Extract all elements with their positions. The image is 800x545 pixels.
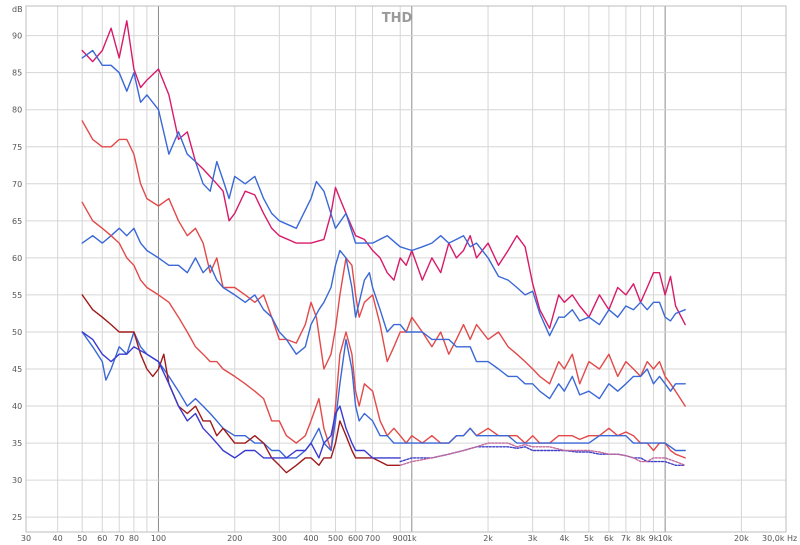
series-line-8 <box>81 331 401 459</box>
x-tick-label: 9k <box>649 534 659 543</box>
x-tick-label: 7k <box>621 534 631 543</box>
x-tick-label: 700 <box>365 534 380 543</box>
x-tick-label: 40 <box>53 534 63 543</box>
chart-title: THD <box>382 11 413 26</box>
x-tick-label: 400 <box>303 534 318 543</box>
x-tick-label: 30,0k Hz <box>762 534 797 543</box>
x-tick-label: 60 <box>97 534 107 543</box>
y-tick-label: 80 <box>12 106 22 115</box>
y-tick-label: 60 <box>12 254 22 263</box>
y-tick-label: 70 <box>12 180 22 189</box>
y-tick-label: 50 <box>12 328 22 337</box>
y-tick-label: 75 <box>12 143 22 152</box>
x-tick-label: 900 <box>393 534 408 543</box>
y-tick-label: 90 <box>12 32 22 41</box>
x-tick-label: 600 <box>348 534 363 543</box>
series-line-6 <box>81 331 686 459</box>
x-tick-label: 30 <box>21 534 31 543</box>
series-line-2 <box>81 49 686 337</box>
series-line-7 <box>81 294 401 474</box>
series-line-5 <box>81 201 686 459</box>
series-line-10 <box>399 442 686 466</box>
y-tick-label: 25 <box>12 513 22 522</box>
x-tick-label: 5k <box>584 534 594 543</box>
x-tick-label: 10k <box>658 534 673 543</box>
plot-frame <box>25 5 787 533</box>
x-tick-label: 3k <box>528 534 538 543</box>
x-tick-label: 20k <box>734 534 749 543</box>
x-tick-label: 100 <box>151 534 166 543</box>
x-tick-label: 1k <box>407 534 417 543</box>
y-tick-label: 65 <box>12 217 22 226</box>
series-layer <box>81 20 686 474</box>
label-layer: 25 30 35 40 45 50 55 60 65 70 75 80 85 90 30 40 50 60 70 80… <box>12 32 797 543</box>
y-tick-label: 85 <box>12 69 22 78</box>
x-tick-label: 6k <box>604 534 614 543</box>
series-line-4 <box>81 227 686 400</box>
x-tick-label: 300 <box>272 534 287 543</box>
x-tick-label: 8k <box>636 534 646 543</box>
x-tick-label: 200 <box>227 534 242 543</box>
x-tick-label: 70 <box>114 534 124 543</box>
y-tick-label: 40 <box>12 402 22 411</box>
y-axis-unit-label: dB <box>12 5 23 14</box>
x-tick-label: 2k <box>483 534 493 543</box>
x-tick-label: 80 <box>129 534 139 543</box>
x-tick-label: 500 <box>328 534 343 543</box>
x-tick-label: 50 <box>77 534 87 543</box>
y-tick-label: 55 <box>12 291 22 300</box>
y-tick-label: 45 <box>12 365 22 374</box>
series-line-3 <box>81 120 686 407</box>
y-tick-label: 30 <box>12 476 22 485</box>
y-tick-label: 35 <box>12 439 22 448</box>
x-tick-label: 4k <box>559 534 569 543</box>
series-line-1 <box>81 20 686 329</box>
